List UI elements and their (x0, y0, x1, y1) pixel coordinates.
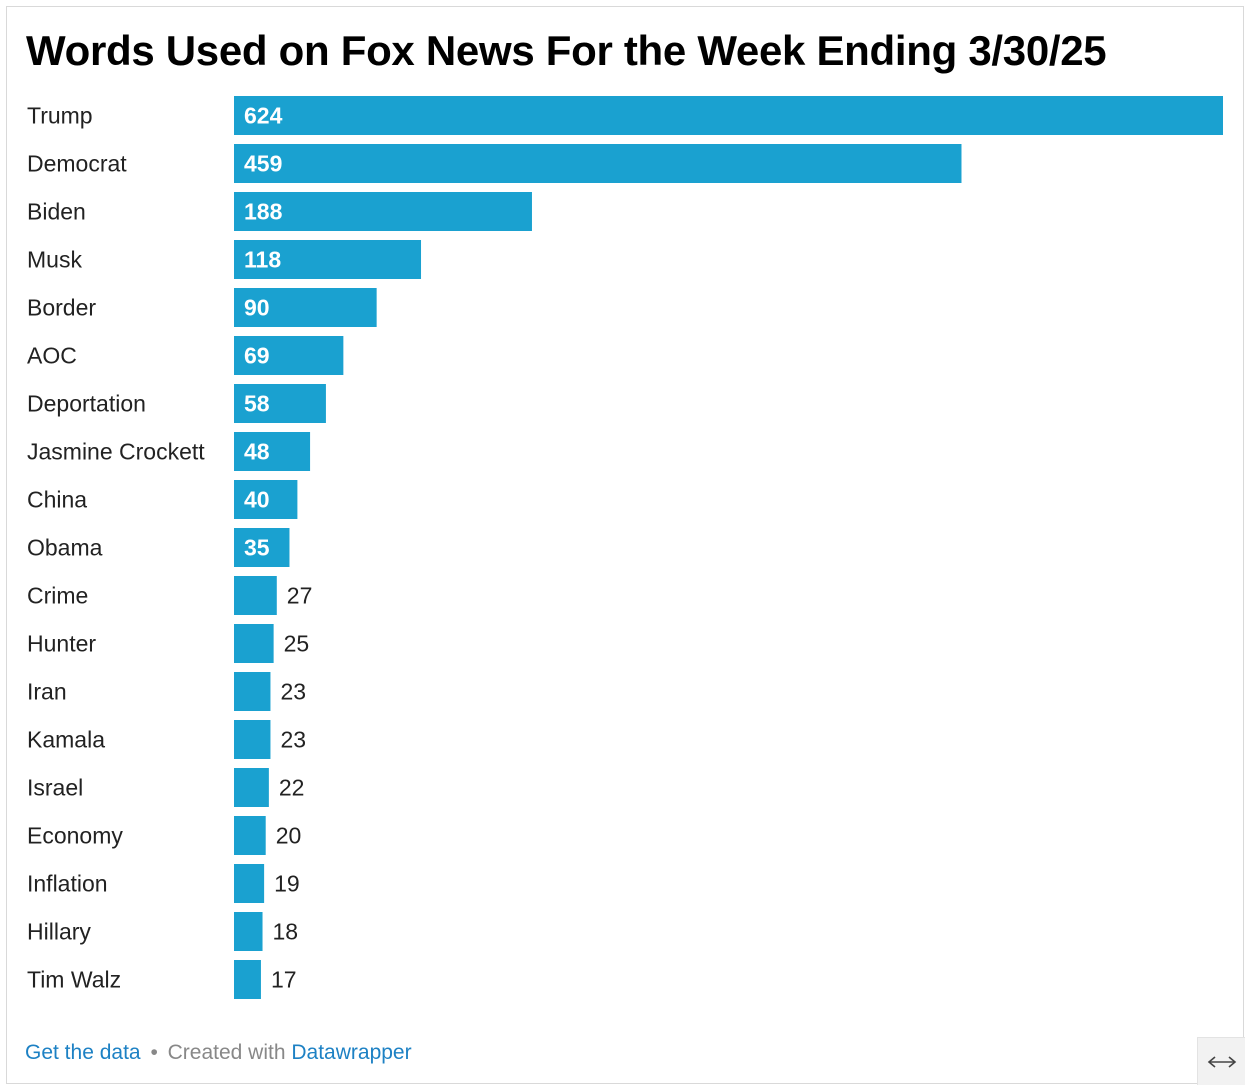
value-label: 23 (280, 679, 306, 705)
bar-row: Kamala 23 (27, 720, 306, 759)
bar-row: Crime 27 (27, 576, 312, 615)
category-label: Tim Walz (27, 967, 121, 993)
expand-button[interactable] (1197, 1037, 1245, 1085)
value-label: 35 (244, 535, 270, 561)
bar-row: Hunter 25 (27, 624, 309, 663)
bar (234, 336, 344, 375)
category-label: Israel (27, 775, 83, 801)
value-label: 90 (244, 295, 270, 321)
value-label: 18 (273, 919, 299, 945)
chart-frame (6, 6, 1244, 1084)
bar (234, 912, 263, 951)
value-label: 20 (276, 823, 302, 849)
value-label: 459 (244, 151, 282, 177)
category-label: Hunter (27, 631, 96, 657)
bar-row: Inflation 19 (27, 864, 300, 903)
category-label: China (27, 487, 87, 513)
bar (234, 672, 271, 711)
category-label: AOC (27, 343, 77, 369)
horizontal-expand-arrows-icon (1207, 1055, 1236, 1068)
bar (234, 624, 274, 663)
category-label: Biden (27, 199, 86, 225)
bar (234, 864, 265, 903)
category-label: Jasmine Crockett (27, 439, 205, 465)
value-label: 23 (280, 727, 306, 753)
created-with-text: Created with (167, 1041, 286, 1064)
bar (234, 576, 277, 615)
category-label: Hillary (27, 919, 91, 945)
value-label: 188 (244, 199, 283, 225)
bar-row: Trump 624 (27, 96, 1223, 135)
category-label: Deportation (27, 391, 146, 417)
bar-row: Hillary 18 (27, 912, 298, 951)
category-label: Economy (27, 823, 123, 849)
chart-title: Words Used on Fox News For the Week Endi… (26, 27, 1107, 74)
bar-row: Obama 35 (27, 528, 290, 567)
bar (234, 288, 377, 327)
bar-row: Biden 188 (27, 192, 532, 231)
category-label: Border (27, 295, 96, 321)
bar (234, 96, 1223, 135)
bar-row: Iran 23 (27, 672, 306, 711)
bar-row: Border 90 (27, 288, 377, 327)
value-label: 40 (244, 487, 270, 513)
bar-row: Deportation 58 (27, 384, 326, 423)
get-data-link[interactable]: Get the data (25, 1041, 141, 1064)
category-label: Democrat (27, 151, 127, 177)
bar-chart: Trump 624 Democrat 459 Biden 188 Musk 118 Border… (27, 96, 1223, 999)
bar (234, 528, 290, 567)
value-label: 19 (274, 871, 300, 897)
category-label: Kamala (27, 727, 105, 753)
value-label: 27 (287, 583, 313, 609)
value-label: 58 (244, 391, 270, 417)
bar (234, 960, 261, 999)
bar (234, 816, 266, 855)
datawrapper-link[interactable]: Datawrapper (291, 1041, 412, 1064)
value-label: 17 (271, 967, 297, 993)
value-label: 48 (244, 439, 270, 465)
value-label: 118 (244, 247, 281, 273)
bar (234, 240, 422, 279)
value-label: 624 (244, 103, 283, 129)
bar (234, 768, 269, 807)
bar-row: Musk 118 (27, 240, 422, 279)
bar (234, 192, 532, 231)
category-label: Musk (27, 247, 82, 273)
value-label: 25 (284, 631, 310, 657)
bar (234, 384, 326, 423)
bar-row: Tim Walz 17 (27, 960, 297, 999)
value-label: 22 (279, 775, 305, 801)
bar-row: Israel 22 (27, 768, 304, 807)
bar-row: Economy 20 (27, 816, 301, 855)
category-label: Inflation (27, 871, 108, 897)
category-label: Crime (27, 583, 88, 609)
bar (234, 720, 271, 759)
category-label: Trump (27, 103, 93, 129)
bar-row: AOC 69 (27, 336, 344, 375)
bar (234, 144, 962, 183)
bar (234, 480, 298, 519)
bar-row: Jasmine Crockett 48 (27, 432, 311, 471)
footer-separator: • (150, 1041, 158, 1064)
chart-footer: Get the data • Created with Datawrapper (25, 1039, 412, 1067)
bar-row: China 40 (27, 480, 298, 519)
value-label: 69 (244, 343, 270, 369)
bar-row: Democrat 459 (27, 144, 962, 183)
bar (234, 432, 311, 471)
category-label: Iran (27, 679, 67, 705)
category-label: Obama (27, 535, 103, 561)
